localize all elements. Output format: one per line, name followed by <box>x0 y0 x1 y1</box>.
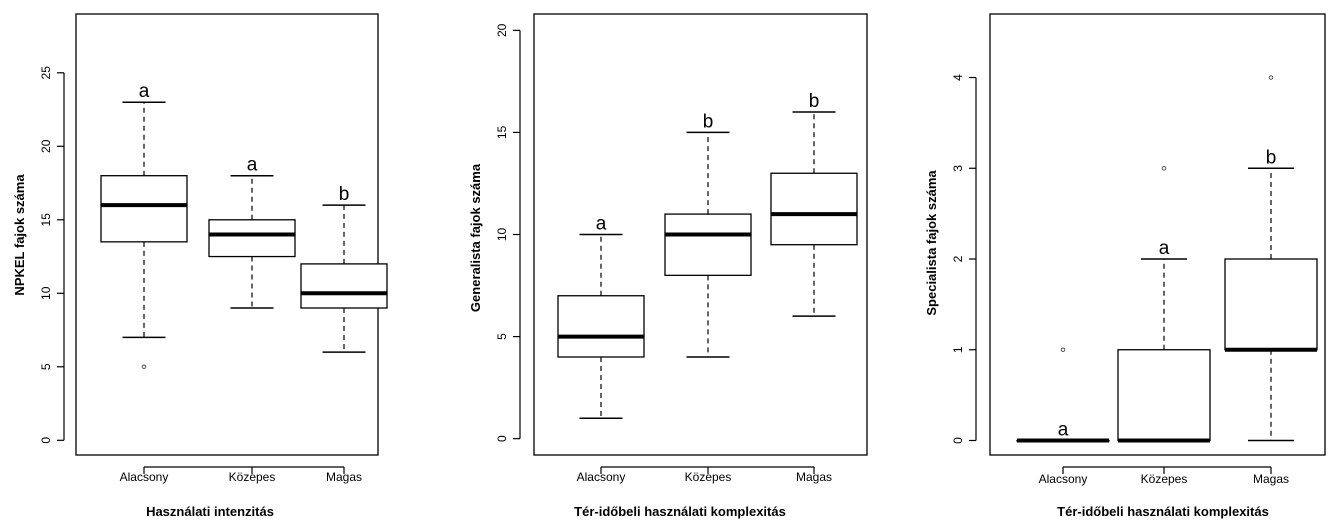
panel-npkel-box-közepes: a <box>208 155 296 309</box>
panel-specialista-y-tick-label: 2 <box>951 255 965 262</box>
panel-npkel-y-tick-label: 0 <box>39 437 53 444</box>
panel-specialista-x-tick-label: Magas <box>1253 472 1289 486</box>
box-iqr <box>300 263 388 309</box>
outlier-point <box>1268 75 1274 80</box>
significance-letter: b <box>809 91 820 112</box>
panel-npkel-x-tick-label: Közepes <box>229 470 276 484</box>
panel-generalista-x-tick-label: Alacsony <box>577 470 626 484</box>
panel-specialista-box-magas: b <box>1224 75 1318 442</box>
panel-npkel-y-tick-label: 15 <box>39 213 53 227</box>
panel-generalista-box-alacsony: a <box>557 214 645 419</box>
box-iqr <box>664 213 752 276</box>
panel-generalista-y-tick-label: 10 <box>495 228 509 242</box>
panel-generalista-x-tick-label: Magas <box>796 470 832 484</box>
panel-npkel-y-tick-label: 25 <box>39 66 53 80</box>
panel-generalista-y-tick-label: 5 <box>495 333 509 340</box>
panel-generalista-box-közepes: b <box>664 111 752 358</box>
panel-generalista-frame <box>533 13 868 456</box>
panel-specialista-y-tick-label: 1 <box>951 346 965 353</box>
box-iqr <box>1117 349 1211 442</box>
panel-npkel: NPKEL fajok száma Használati intenzitás … <box>12 13 388 519</box>
box-iqr <box>557 295 645 358</box>
panel-generalista-ylabel: Generalista fajok száma <box>468 163 483 312</box>
panel-npkel-frame <box>75 13 379 456</box>
significance-letter: b <box>703 111 714 132</box>
panel-npkel-ylabel: NPKEL fajok száma <box>12 174 27 296</box>
panel-generalista: Generalista fajok száma Tér-időbeli hasz… <box>468 13 868 519</box>
panel-specialista-x-tick-label: Alacsony <box>1039 472 1088 486</box>
significance-letter: a <box>1159 238 1170 259</box>
panel-npkel-y-tick-label: 5 <box>39 363 53 370</box>
panel-generalista-y-tick-label: 20 <box>495 23 509 37</box>
panel-generalista-box-magas: b <box>770 91 858 317</box>
significance-letter: a <box>1058 419 1069 440</box>
panel-npkel-box-alacsony: a <box>100 81 188 370</box>
panel-npkel-x-tick-label: Alacsony <box>120 470 169 484</box>
significance-letter: a <box>247 155 258 176</box>
significance-letter: b <box>1266 147 1277 168</box>
panel-specialista-ylabel: Specialista fajok száma <box>924 170 939 316</box>
panel-specialista-xlabel: Tér-időbeli használati komplexitás <box>1057 504 1269 519</box>
panel-specialista-box-alacsony: a <box>1016 347 1110 443</box>
panel-npkel-x-tick-label: Magas <box>326 470 362 484</box>
panel-generalista-y-tick-label: 15 <box>495 125 509 139</box>
significance-letter: b <box>339 184 350 205</box>
panel-npkel-xlabel: Használati intenzitás <box>146 504 274 519</box>
panel-generalista-xlabel: Tér-időbeli használati komplexitás <box>574 504 786 519</box>
panel-specialista-x-tick-label: Közepes <box>1141 472 1188 486</box>
panel-specialista-frame <box>989 13 1326 456</box>
box-iqr <box>1224 258 1318 351</box>
box-iqr <box>100 175 188 243</box>
outlier-point <box>1161 165 1167 171</box>
panel-npkel-y-tick-label: 20 <box>39 139 53 153</box>
panel-specialista-box-közepes: a <box>1117 165 1211 443</box>
panel-specialista: Specialista fajok száma Tér-időbeli hasz… <box>924 13 1326 519</box>
panel-specialista-y-tick-label: 0 <box>951 437 965 444</box>
panel-npkel-box-magas: b <box>300 184 388 353</box>
significance-letter: a <box>596 214 607 235</box>
panel-specialista-y-tick-label: 4 <box>951 74 965 81</box>
box-iqr <box>208 219 296 258</box>
outlier-point <box>141 364 147 370</box>
significance-letter: a <box>139 81 150 102</box>
panel-npkel-y-tick-label: 10 <box>39 286 53 300</box>
panel-generalista-x-tick-label: Közepes <box>685 470 732 484</box>
outlier-point <box>1060 347 1066 353</box>
panel-specialista-y-tick-label: 3 <box>951 165 965 172</box>
box-iqr <box>770 172 858 246</box>
panel-generalista-y-tick-label: 0 <box>495 435 509 442</box>
